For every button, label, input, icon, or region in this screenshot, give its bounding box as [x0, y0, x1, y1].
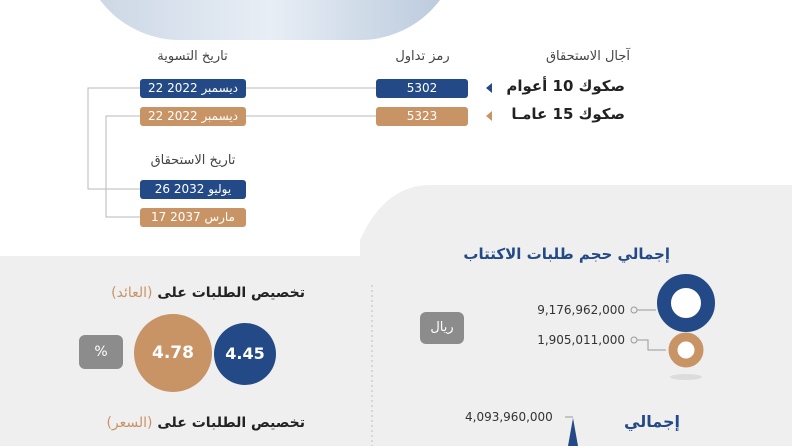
total-label: إجمالي	[624, 412, 680, 431]
price-title-main: تخصيص الطلبات على	[157, 415, 305, 431]
maturity-date-header: تاريخ الاستحقاق	[150, 153, 236, 168]
yield-circle-10y: 4.45	[214, 323, 276, 385]
subscription-value-15y: 1,905,011,000	[537, 333, 625, 347]
settlement-badge-15y: 22 ديسمبر 2022	[140, 107, 246, 126]
maturity-column-header: آجال الاستحقاق	[545, 49, 630, 64]
yield-title-paren: (العائد)	[111, 285, 153, 301]
ticker-badge-10y: 5302	[376, 79, 468, 98]
yield-circle-15y: 4.78	[134, 314, 212, 392]
row-marker-icon	[486, 111, 492, 121]
settlement-column-header: تاريخ التسوية	[157, 49, 228, 64]
ticker-badge-15y: 5323	[376, 107, 468, 126]
price-title-paren: (السعر)	[106, 415, 153, 431]
maturity-badge-15y: 17 مارس 2037	[140, 208, 246, 227]
yield-title-main: تخصيص الطلبات على	[157, 285, 305, 301]
subscriptions-title: إجمالي حجم طلبات الاكتتاب	[463, 245, 670, 263]
ticker-column-header: رمز تداول	[395, 49, 450, 64]
row-marker-icon	[486, 83, 492, 93]
bond-name-15y: صكوك 15 عامـا	[511, 105, 625, 123]
subscription-value-10y: 9,176,962,000	[537, 303, 625, 317]
maturity-badge-10y: 26 يوليو 2032	[140, 180, 246, 199]
header-banner	[80, 0, 460, 40]
bond-name-10y: صكوك 10 أعوام	[506, 77, 625, 95]
total-value: 4,093,960,000	[465, 410, 553, 424]
settlement-badge-10y: 22 ديسمبر 2022	[140, 79, 246, 98]
percent-badge: %	[79, 335, 123, 369]
currency-badge: ريال	[420, 312, 464, 344]
price-allocation-title: تخصيص الطلبات على (السعر)	[70, 415, 305, 431]
yield-allocation-title: تخصيص الطلبات على (العائد)	[70, 285, 305, 301]
